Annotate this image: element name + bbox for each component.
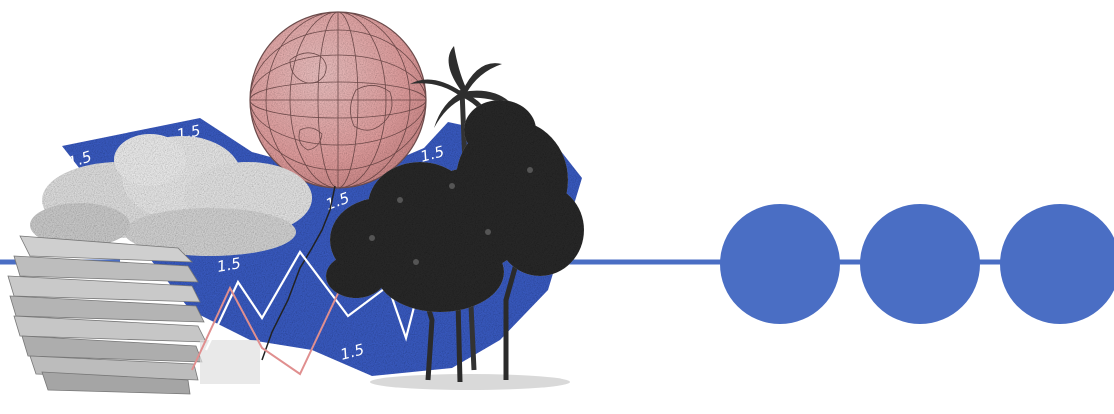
progress-dot-icon[interactable] xyxy=(1000,204,1114,324)
progress-indicator xyxy=(720,204,1114,324)
axis-tick-label: 1.5 xyxy=(216,254,243,276)
tree-icon xyxy=(326,100,584,390)
axis-tick-label: 1.5 xyxy=(418,142,446,166)
progress-dot-icon[interactable] xyxy=(860,204,980,324)
progress-dot-icon[interactable] xyxy=(720,204,840,324)
globe-icon xyxy=(249,11,427,361)
cloud-icon xyxy=(30,134,312,256)
chart-line-white xyxy=(205,213,440,351)
axis-tick-label: 1.5 xyxy=(338,340,366,364)
paper-stack-icon xyxy=(7,235,260,395)
